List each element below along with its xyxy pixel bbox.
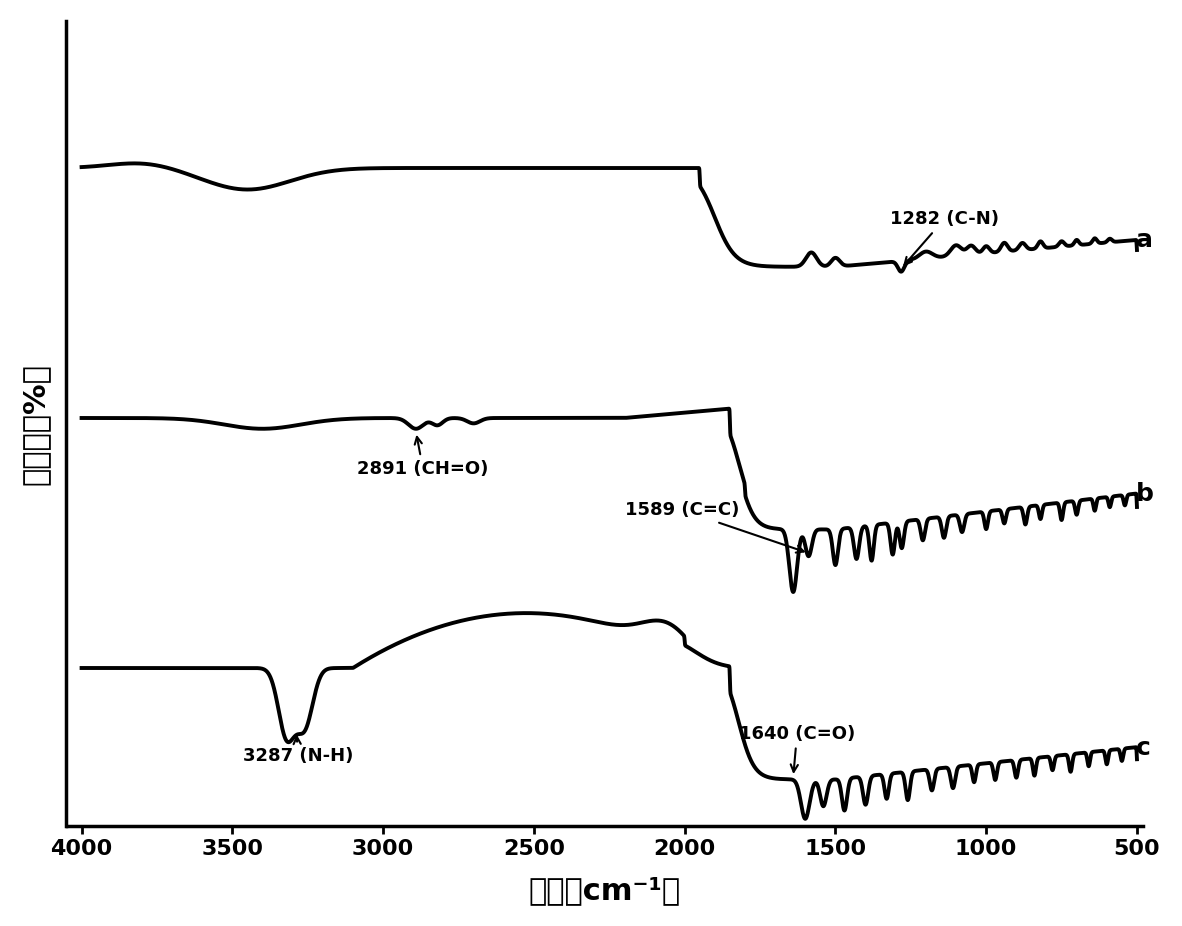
- Text: b: b: [1136, 482, 1154, 507]
- Text: 1282 (C-N): 1282 (C-N): [890, 210, 999, 265]
- Text: 2891 (CH=O): 2891 (CH=O): [357, 437, 488, 478]
- Y-axis label: 透射比（%）: 透射比（%）: [21, 363, 50, 484]
- X-axis label: 波长（cm⁻¹）: 波长（cm⁻¹）: [528, 876, 681, 906]
- Text: a: a: [1136, 229, 1152, 253]
- Text: 1589 (C=C): 1589 (C=C): [624, 501, 804, 553]
- Text: c: c: [1136, 735, 1150, 759]
- Text: 3287 (N-H): 3287 (N-H): [242, 737, 353, 765]
- Text: 1640 (C=O): 1640 (C=O): [739, 725, 855, 772]
